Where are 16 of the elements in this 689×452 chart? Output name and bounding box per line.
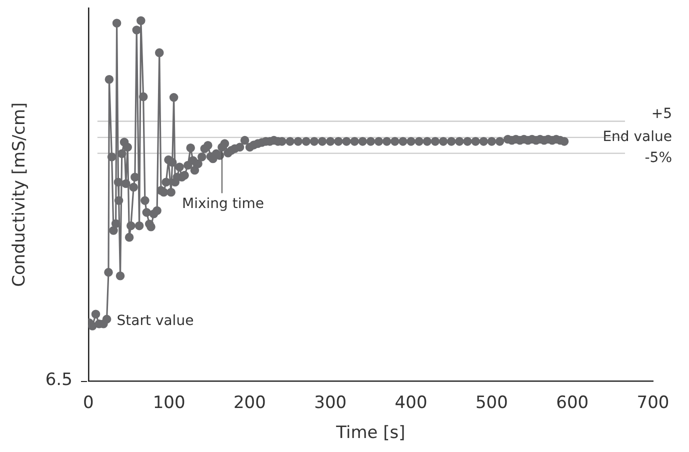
x-tick-label: 700 bbox=[636, 392, 670, 413]
x-tick-label: 600 bbox=[556, 392, 589, 413]
x-tick-label: 0 bbox=[82, 392, 94, 413]
annotation: -5% bbox=[644, 150, 672, 166]
y-axis-title: Conductivity [mS/cm] bbox=[10, 102, 30, 287]
text: 6.5 bbox=[45, 370, 72, 390]
annotation: Start value bbox=[116, 312, 194, 329]
x-tick-label: 200 bbox=[233, 392, 266, 413]
x-tick-label: 500 bbox=[475, 392, 508, 413]
annotation: Mixing time bbox=[182, 196, 264, 212]
x-tick-label: 300 bbox=[314, 392, 347, 413]
annotation: +5 bbox=[651, 106, 672, 122]
x-tick-label: 100 bbox=[152, 392, 186, 413]
ref-line-label: End value bbox=[602, 129, 672, 146]
x-tick-label: 400 bbox=[394, 392, 428, 413]
x-axis-title: Time [s] bbox=[335, 423, 406, 444]
